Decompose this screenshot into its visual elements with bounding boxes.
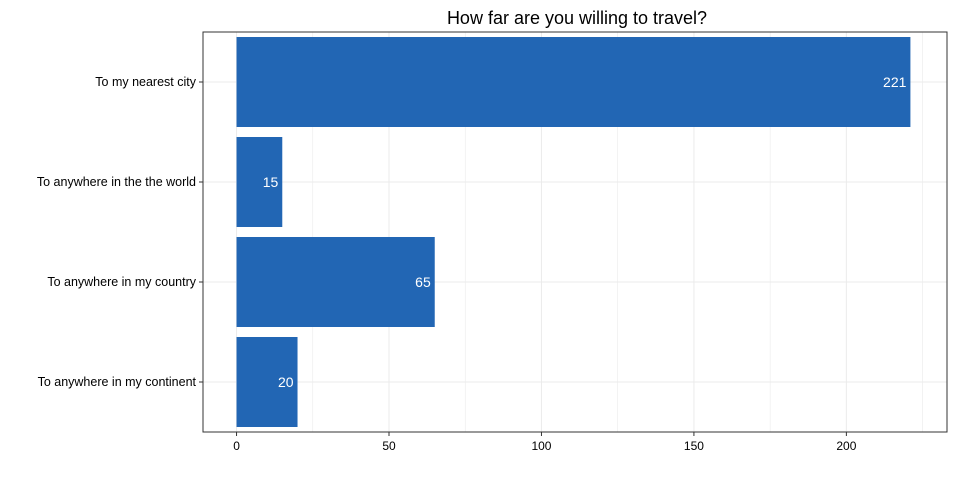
bar <box>236 337 298 427</box>
chart-title: How far are you willing to travel? <box>447 8 707 28</box>
bar <box>236 237 435 327</box>
x-tick-label: 50 <box>382 439 396 453</box>
data-label: 15 <box>263 174 279 190</box>
data-label: 221 <box>883 74 907 90</box>
axis-layer: 0 50 100 150 200 To my nearest city To anywher… <box>37 75 857 453</box>
label-layer: 221 15 65 20 <box>263 74 907 390</box>
data-label: 20 <box>278 374 294 390</box>
x-tick-label: 150 <box>684 439 704 453</box>
panel-border <box>202 31 948 433</box>
data-label: 65 <box>415 274 431 290</box>
category-label: To my nearest city <box>95 75 196 89</box>
category-label: To anywhere in my continent <box>38 375 197 389</box>
bar-layer <box>236 37 911 427</box>
category-label: To anywhere in my country <box>47 275 196 289</box>
x-tick-label: 0 <box>233 439 240 453</box>
x-tick-label: 200 <box>836 439 856 453</box>
x-tick-label: 100 <box>531 439 551 453</box>
bar <box>236 37 911 127</box>
bar <box>236 137 283 227</box>
category-label: To anywhere in the the world <box>37 175 196 189</box>
